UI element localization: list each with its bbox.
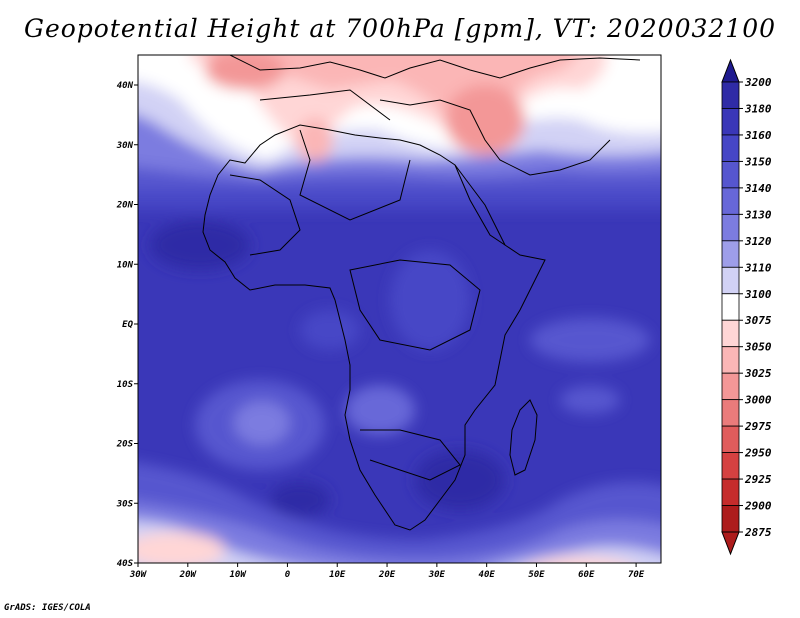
colorbar-label: 3100 — [744, 288, 772, 301]
colorbar-segment — [721, 108, 740, 136]
colorbar-segment — [721, 81, 740, 109]
height-field — [138, 55, 661, 563]
latitude-axis: 40N 30N 20N 10N EQ 10S 20S 30S 40S — [116, 81, 138, 569]
colorbar-label: 3075 — [744, 314, 772, 327]
chart-title: Geopotential Height at 700hPa [gpm], VT:… — [23, 14, 777, 43]
lon-tick-label: 20E — [378, 570, 396, 580]
colorbar-segment — [721, 478, 740, 506]
colorbar-bottom-arrow — [721, 531, 740, 556]
lat-tick-label: 30S — [116, 499, 134, 509]
colorbar-segment — [721, 187, 740, 215]
lat-tick-label: 30N — [116, 141, 134, 151]
colorbar-segment — [721, 346, 740, 374]
colorbar-label: 3025 — [744, 367, 772, 380]
colorbar-segment — [721, 161, 740, 189]
colorbar: 3200 3180 3160 3150 3140 3130 3120 3110 3100 3075… — [721, 58, 772, 556]
lon-tick-label: 0 — [285, 570, 291, 580]
lat-tick-label: 20S — [116, 440, 134, 450]
plot-frame — [137, 54, 662, 564]
colorbar-segment — [721, 372, 740, 401]
lon-tick-label: 30W — [129, 570, 148, 580]
colorbar-top-arrow — [721, 58, 740, 83]
lat-tick-label: 10S — [117, 380, 134, 390]
colorbar-segment — [721, 293, 740, 321]
colorbar-segment — [721, 399, 740, 427]
lat-tick-label: 10N — [117, 260, 134, 270]
lat-tick-label: EQ — [122, 320, 133, 330]
colorbar-label: 3150 — [744, 155, 772, 168]
colorbar-label: 3050 — [744, 341, 772, 354]
colorbar-label: 3140 — [744, 182, 772, 195]
colorbar-segment — [721, 266, 740, 295]
coastlines — [202, 55, 641, 531]
colorbar-label: 2900 — [744, 500, 772, 513]
colorbar-segment — [721, 505, 740, 533]
colorbar-segment — [721, 319, 740, 348]
colorbar-label: 3180 — [744, 102, 772, 115]
colorbar-segment — [721, 134, 740, 162]
lon-tick-label: 50E — [528, 570, 545, 580]
colorbar-label: 2875 — [744, 526, 772, 539]
lon-tick-label: 10W — [229, 570, 247, 580]
colorbar-label: 3160 — [744, 129, 772, 142]
colorbar-label: 3120 — [744, 235, 772, 248]
colorbar-label: 3110 — [744, 261, 772, 274]
lon-tick-label: 10E — [329, 570, 346, 580]
colorbar-label: 3130 — [744, 208, 772, 221]
colorbar-label: 3200 — [744, 76, 772, 89]
lon-tick-label: 70E — [628, 570, 645, 580]
colorbar-label: 2975 — [744, 420, 772, 433]
longitude-axis: 30W 20W 10W 0 10E 20E 30E 40E 50E 60E 70E — [129, 563, 645, 580]
lon-tick-label: 30E — [428, 570, 446, 580]
colorbar-segment — [721, 240, 740, 268]
colorbar-segment — [721, 425, 740, 453]
lon-tick-label: 60E — [578, 570, 595, 580]
lat-tick-label: 40S — [117, 559, 134, 569]
colorbar-segment — [721, 452, 740, 480]
colorbar-segment — [721, 213, 740, 242]
lon-tick-label: 40E — [479, 570, 496, 580]
grads-credit: GrADS: IGES/COLA — [4, 603, 91, 613]
colorbar-label: 2925 — [744, 473, 772, 486]
lon-tick-label: 20W — [179, 570, 198, 580]
colorbar-label: 3000 — [744, 394, 772, 407]
lat-tick-label: 20N — [116, 201, 134, 211]
lat-tick-label: 40N — [117, 81, 134, 91]
colorbar-label: 2950 — [744, 447, 772, 460]
